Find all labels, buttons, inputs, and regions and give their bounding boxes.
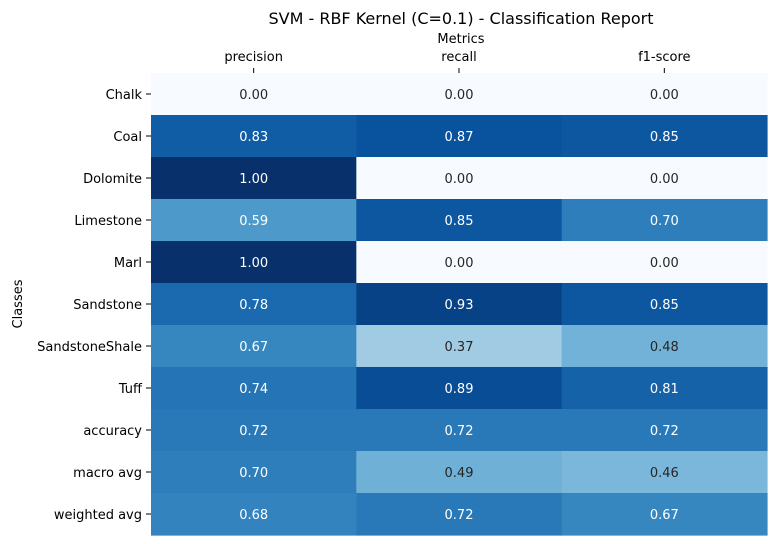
x-tick-label-precision: precision bbox=[224, 50, 283, 65]
y-tick-label-dolomite: Dolomite bbox=[83, 172, 142, 187]
heatmap-cell-tuff-precision bbox=[151, 367, 357, 410]
heatmap-cell-sandstone-precision bbox=[151, 283, 357, 326]
cell-value-label: 0.49 bbox=[445, 466, 474, 481]
heatmap-cell-sandstone-recall bbox=[356, 283, 563, 326]
heatmap-cell-coal-precision bbox=[151, 115, 357, 158]
cell-value-label: 0.85 bbox=[650, 130, 679, 145]
heatmap-cell-tuff-f1-score bbox=[561, 367, 768, 410]
y-tick-label-weighted-avg: weighted avg bbox=[54, 508, 142, 523]
x-tick-label-recall: recall bbox=[441, 50, 476, 65]
heatmap-cell-marl-f1-score bbox=[561, 241, 768, 284]
heatmap-cell-accuracy-precision bbox=[151, 409, 357, 452]
y-axis-label: Classes bbox=[11, 279, 26, 328]
heatmap-cells: 0.00 0.00 0.00 0.83 0.87 0.85 1.00 0.00 0.00 0.59… bbox=[151, 73, 768, 536]
x-tick-labels: precision recall f1-score bbox=[224, 50, 691, 73]
heatmap-cell-sandstoneshale-precision bbox=[151, 325, 357, 368]
cell-value-label: 0.78 bbox=[239, 298, 268, 313]
cell-value-label: 0.72 bbox=[650, 424, 679, 439]
cell-value-label: 0.85 bbox=[650, 298, 679, 313]
heatmap-cell-accuracy-recall bbox=[356, 409, 563, 452]
heatmap-cell-weighted-avg-precision bbox=[151, 493, 357, 536]
heatmap-cell-weighted-avg-recall bbox=[356, 493, 563, 536]
cell-value-label: 0.74 bbox=[239, 382, 268, 397]
heatmap-cell-weighted-avg-f1-score bbox=[561, 493, 768, 536]
y-tick-label-sandstone: Sandstone bbox=[73, 298, 142, 313]
heatmap-cell-macro-avg-precision bbox=[151, 451, 357, 494]
y-tick-label-tuff: Tuff bbox=[118, 382, 143, 397]
cell-value-label: 0.00 bbox=[239, 88, 268, 103]
heatmap-cell-sandstoneshale-recall bbox=[356, 325, 563, 368]
heatmap-cell-dolomite-recall bbox=[356, 157, 563, 200]
cell-value-label: 0.00 bbox=[650, 256, 679, 271]
cell-value-label: 0.00 bbox=[650, 88, 679, 103]
heatmap-cell-macro-avg-f1-score bbox=[561, 451, 768, 494]
y-tick-label-sandstoneshale: SandstoneShale bbox=[37, 340, 142, 355]
heatmap-cell-marl-recall bbox=[356, 241, 563, 284]
cell-value-label: 0.67 bbox=[239, 340, 268, 355]
x-tick-label-f1-score: f1-score bbox=[638, 50, 690, 65]
y-tick-label-limestone: Limestone bbox=[74, 214, 142, 229]
heatmap-cell-chalk-recall bbox=[356, 73, 563, 116]
cell-value-label: 0.72 bbox=[239, 424, 268, 439]
y-tick-label-macro-avg: macro avg bbox=[73, 466, 142, 481]
cell-value-label: 0.00 bbox=[445, 172, 474, 187]
cell-value-label: 0.68 bbox=[239, 508, 268, 523]
cell-value-label: 0.67 bbox=[650, 508, 679, 523]
cell-value-label: 0.37 bbox=[445, 340, 474, 355]
heatmap-cell-marl-precision bbox=[151, 241, 357, 284]
heatmap-cell-limestone-f1-score bbox=[561, 199, 768, 242]
heatmap-cell-dolomite-precision bbox=[151, 157, 357, 200]
heatmap-cell-coal-f1-score bbox=[561, 115, 768, 158]
cell-value-label: 0.46 bbox=[650, 466, 679, 481]
y-tick-label-marl: Marl bbox=[114, 256, 142, 271]
cell-value-label: 0.00 bbox=[445, 256, 474, 271]
heatmap-cell-chalk-precision bbox=[151, 73, 357, 116]
y-tick-label-coal: Coal bbox=[113, 130, 142, 145]
cell-value-label: 0.87 bbox=[445, 130, 474, 145]
heatmap-cell-sandstone-f1-score bbox=[561, 283, 768, 326]
cell-value-label: 0.00 bbox=[445, 88, 474, 103]
cell-value-label: 1.00 bbox=[239, 172, 268, 187]
cell-value-label: 0.93 bbox=[445, 298, 474, 313]
heatmap-cell-dolomite-f1-score bbox=[561, 157, 768, 200]
heatmap-cell-tuff-recall bbox=[356, 367, 563, 410]
cell-value-label: 0.70 bbox=[239, 466, 268, 481]
cell-value-label: 1.00 bbox=[239, 256, 268, 271]
cell-value-label: 0.72 bbox=[445, 424, 474, 439]
heatmap-cell-limestone-recall bbox=[356, 199, 563, 242]
heatmap-cell-macro-avg-recall bbox=[356, 451, 563, 494]
y-tick-label-accuracy: accuracy bbox=[83, 424, 142, 439]
cell-value-label: 0.59 bbox=[239, 214, 268, 229]
heatmap-cell-coal-recall bbox=[356, 115, 563, 158]
heatmap-cell-accuracy-f1-score bbox=[561, 409, 768, 452]
y-tick-label-chalk: Chalk bbox=[106, 88, 143, 103]
cell-value-label: 0.89 bbox=[445, 382, 474, 397]
cell-value-label: 0.85 bbox=[445, 214, 474, 229]
chart-title: SVM - RBF Kernel (C=0.1) - Classificatio… bbox=[268, 9, 653, 28]
cell-value-label: 0.00 bbox=[650, 172, 679, 187]
heatmap-cell-sandstoneshale-f1-score bbox=[561, 325, 768, 368]
x-axis-label: Metrics bbox=[437, 32, 484, 47]
cell-value-label: 0.48 bbox=[650, 340, 679, 355]
cell-value-label: 0.83 bbox=[239, 130, 268, 145]
cell-value-label: 0.81 bbox=[650, 382, 679, 397]
cell-value-label: 0.70 bbox=[650, 214, 679, 229]
y-tick-labels: ChalkCoalDolomiteLimestoneMarlSandstoneS… bbox=[37, 88, 151, 523]
heatmap-cell-chalk-f1-score bbox=[561, 73, 768, 116]
heatmap-cell-limestone-precision bbox=[151, 199, 357, 242]
cell-value-label: 0.72 bbox=[445, 508, 474, 523]
